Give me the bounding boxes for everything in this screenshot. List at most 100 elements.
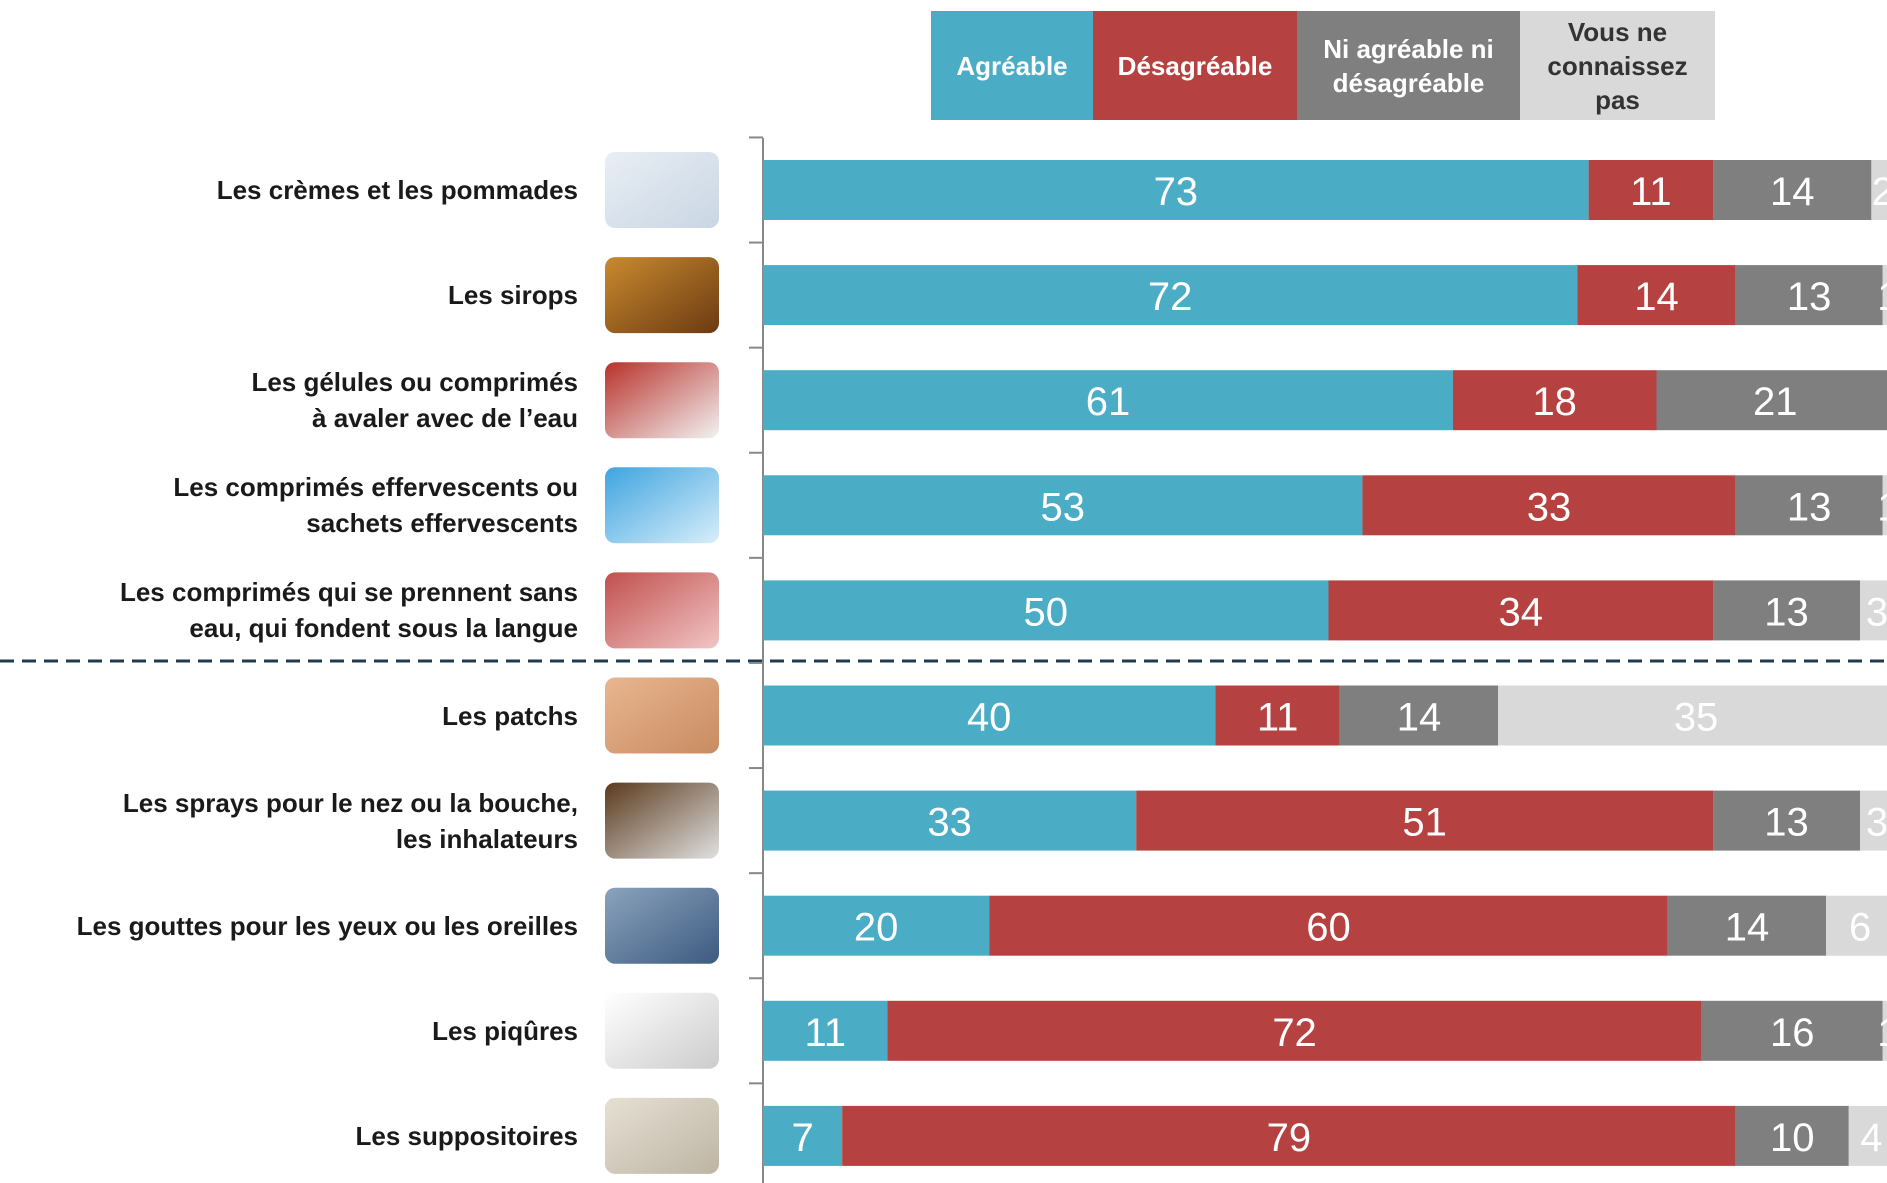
bar-segment	[887, 1000, 1702, 1061]
bar-segment	[1882, 475, 1887, 536]
value-label: 11	[1257, 696, 1299, 740]
legend-entry: Vous ne connaissez pas	[1520, 11, 1715, 120]
bar-segment	[1362, 475, 1736, 536]
bar-segment	[1215, 685, 1340, 746]
bar-segment	[1713, 160, 1872, 220]
category-label: Les comprimés effervescents ou sachets e…	[173, 472, 578, 539]
value-label: 6	[1849, 906, 1871, 950]
category-label: Les piqûres	[432, 1015, 578, 1046]
bar-segment	[1452, 370, 1657, 431]
category-label: Les patchs	[442, 700, 578, 731]
value-label: 16	[1770, 1011, 1815, 1055]
category-label: Les gélules ou comprimés à avaler avec d…	[251, 367, 578, 434]
category-label: Les sirops	[447, 280, 578, 311]
bar-segment	[763, 370, 1453, 431]
value-label: 11	[1630, 170, 1672, 214]
bar-segment	[989, 895, 1668, 956]
bar-segment	[1735, 475, 1883, 536]
value-label: 61	[1086, 380, 1131, 424]
icon	[605, 257, 719, 334]
bar-segment	[842, 1105, 1736, 1166]
value-label: 13	[1787, 275, 1832, 319]
bar-segment	[763, 895, 990, 956]
value-label: 11	[804, 1011, 846, 1055]
value-label: 14	[1770, 170, 1815, 214]
value-label: 7	[791, 1116, 813, 1160]
value-label: 4	[1860, 1116, 1882, 1160]
bar-segment	[1735, 1105, 1849, 1166]
value-label: 1	[1877, 485, 1887, 529]
value-label: 34	[1499, 590, 1544, 634]
value-label: 50	[1024, 590, 1069, 634]
legend-entry: Désagréable	[1093, 11, 1297, 120]
bar-segment	[763, 685, 1216, 746]
bar-segment	[1882, 265, 1887, 326]
bar-segment	[1339, 685, 1499, 746]
value-label: 33	[1527, 485, 1572, 529]
bar-segment	[1136, 790, 1714, 851]
bar-segment	[763, 475, 1363, 536]
category-label: Les comprimés qui se prennent sans eau, …	[119, 577, 578, 644]
bar-segment	[763, 160, 1589, 220]
legend-entry: Agréable	[931, 11, 1093, 120]
bar-segment	[1656, 370, 1887, 431]
category-label: Les gouttes pour les yeux ou les oreille…	[76, 910, 578, 941]
value-label: 72	[1272, 1011, 1317, 1055]
value-label: 2	[1872, 170, 1887, 214]
bar-segment	[1860, 790, 1887, 851]
icon	[605, 992, 719, 1069]
value-label: 1	[1877, 275, 1887, 319]
value-label: 14	[1634, 275, 1679, 319]
bar-segment	[1735, 265, 1883, 326]
value-label: 53	[1040, 485, 1085, 529]
icon	[605, 362, 719, 439]
value-label: 79	[1267, 1116, 1312, 1160]
bar-segment	[1498, 685, 1887, 746]
bar-segment	[763, 1000, 888, 1061]
bar-segment	[1701, 1000, 1883, 1061]
icon	[605, 1097, 719, 1174]
value-label: 13	[1787, 485, 1832, 529]
value-label: 13	[1764, 801, 1809, 845]
bar-segment	[1860, 580, 1887, 641]
bar-segment	[1328, 580, 1714, 641]
bar-segment	[1667, 895, 1827, 956]
value-label: 40	[967, 696, 1012, 740]
icon	[605, 887, 719, 964]
value-label: 3	[1866, 801, 1887, 845]
bar-segment	[763, 265, 1578, 326]
category-label: Les suppositoires	[355, 1120, 579, 1151]
value-label: 14	[1725, 906, 1770, 950]
bar-segment	[1871, 160, 1887, 220]
icon	[605, 572, 719, 649]
bar-segment	[1588, 160, 1714, 220]
category-label: Les crèmes et les pommades	[216, 175, 578, 205]
value-label: 18	[1532, 380, 1577, 424]
value-label: 10	[1770, 1116, 1815, 1160]
bar-segment	[1848, 1105, 1887, 1166]
icon	[605, 467, 719, 544]
value-label: 35	[1674, 696, 1719, 740]
value-label: 73	[1154, 170, 1199, 214]
value-label: 14	[1397, 696, 1442, 740]
bar-segment	[1577, 265, 1736, 326]
bar-segment	[763, 580, 1329, 641]
value-label: 72	[1148, 275, 1193, 319]
bar-segment	[1713, 580, 1861, 641]
value-label: 21	[1753, 380, 1798, 424]
value-label: 1	[1877, 1011, 1887, 1055]
value-label: 13	[1764, 590, 1809, 634]
value-label: 33	[927, 801, 972, 845]
value-label: 51	[1402, 801, 1447, 845]
value-label: 3	[1866, 590, 1887, 634]
bar-segment	[763, 1105, 843, 1166]
icon	[605, 152, 719, 228]
bar-segment	[763, 790, 1137, 851]
bar-segment	[1713, 790, 1861, 851]
icon	[605, 677, 719, 754]
legend-entry: Ni agréable ni désagréable	[1297, 11, 1520, 120]
bar-segment	[1826, 895, 1887, 956]
bar-segment	[1882, 1000, 1887, 1061]
